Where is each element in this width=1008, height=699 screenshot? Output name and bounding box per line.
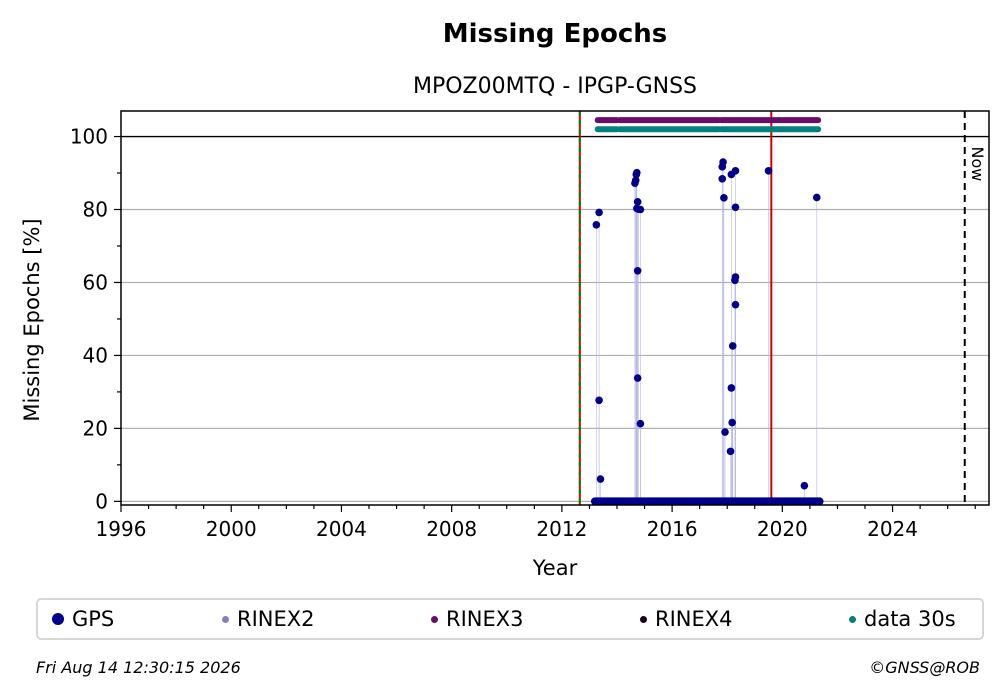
gps-point [633, 374, 642, 382]
x-tick-label: 2012 [536, 517, 587, 541]
gps-point [721, 428, 729, 436]
legend-item-rinex4: RINEX4 [640, 607, 733, 631]
y-axis-label: Missing Epochs [%] [20, 218, 44, 421]
legend-marker-rinex3 [431, 615, 438, 623]
gps-point [718, 175, 727, 183]
gps-point [631, 176, 640, 185]
gps-point [592, 221, 601, 229]
x-tick-label: 1996 [96, 517, 147, 541]
gps-point [728, 418, 736, 427]
gps-point [633, 168, 641, 177]
y-tick-label: 0 [95, 489, 108, 513]
gps-point [720, 194, 728, 202]
x-tick-label: 2024 [867, 517, 918, 541]
footer-credit: ©GNSS@ROB [869, 658, 980, 677]
gps-point [595, 396, 603, 405]
now-label: Now [968, 147, 987, 182]
x-tick-label: 2016 [647, 517, 698, 541]
legend: GPS RINEX2 RINEX3 RINEX4 data 30s [36, 598, 984, 640]
legend-item-gps: GPS [52, 607, 114, 631]
plot-area: Now 1996 2000 2004 2008 2012 2016 2020 2024 0 20 40… [70, 110, 990, 541]
gps-point [731, 276, 739, 285]
legend-label-gps: GPS [72, 607, 115, 631]
gps-point [731, 300, 740, 309]
gps-point [764, 167, 773, 175]
legend-marker-data30s [849, 615, 856, 623]
gps-point [731, 203, 740, 212]
x-tick-label: 2020 [757, 517, 808, 541]
gps-point [727, 384, 736, 392]
legend-item-data30s: data 30s [849, 607, 956, 631]
gps-point [728, 342, 737, 350]
y-tick-label: 60 [83, 270, 108, 294]
legend-label-data30s: data 30s [864, 607, 956, 631]
legend-marker-rinex4 [640, 615, 647, 623]
axes-frame [120, 110, 990, 506]
gps-point [800, 481, 809, 490]
legend-marker-gps [52, 613, 64, 625]
legend-label-rinex3: RINEX3 [446, 607, 524, 631]
legend-item-rinex2: RINEX2 [222, 607, 315, 631]
y-tick-label: 40 [83, 343, 108, 367]
gps-point [633, 198, 642, 206]
y-tick-label: 20 [83, 416, 108, 440]
gps-point [596, 475, 605, 483]
y-tick-label: 80 [83, 198, 108, 222]
y-tick-label: 100 [70, 125, 108, 149]
gps-point [636, 419, 645, 428]
legend-marker-rinex2 [222, 615, 229, 623]
legend-label-rinex4: RINEX4 [655, 607, 733, 631]
x-axis-label: Year [532, 556, 578, 580]
gps-point [812, 193, 821, 202]
chart-canvas: Missing Epochs MPOZ00MTQ - IPGP-GNSS Now… [20, 19, 990, 580]
gps-point [726, 447, 735, 456]
chart-subtitle: MPOZ00MTQ - IPGP-GNSS [413, 74, 697, 99]
x-tick-label: 2004 [316, 517, 367, 541]
footer-timestamp: Fri Aug 14 12:30:15 2026 [36, 658, 241, 677]
x-tick-label: 2000 [206, 517, 257, 541]
gps-point [719, 158, 727, 166]
chart-title: Missing Epochs [443, 19, 667, 49]
gps-point [731, 167, 740, 175]
x-tick-label: 2008 [426, 517, 477, 541]
gps-point [595, 208, 603, 217]
gps-point [636, 205, 645, 214]
gps-point [633, 266, 642, 275]
legend-label-rinex2: RINEX2 [237, 607, 315, 631]
legend-item-rinex3: RINEX3 [431, 607, 524, 631]
